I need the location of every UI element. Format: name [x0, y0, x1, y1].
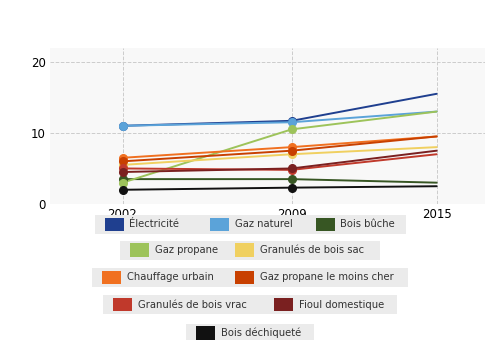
- Text: Gaz propane le moins cher: Gaz propane le moins cher: [260, 272, 394, 283]
- FancyBboxPatch shape: [104, 295, 397, 314]
- FancyBboxPatch shape: [130, 243, 149, 257]
- FancyBboxPatch shape: [92, 268, 408, 287]
- Text: Bois déchiqueté: Bois déchiqueté: [221, 328, 302, 338]
- FancyBboxPatch shape: [236, 271, 254, 284]
- Text: Gaz propane: Gaz propane: [155, 245, 218, 255]
- FancyBboxPatch shape: [102, 271, 122, 284]
- FancyBboxPatch shape: [114, 298, 132, 311]
- Text: Granulés de bois vrac: Granulés de bois vrac: [138, 300, 247, 310]
- FancyBboxPatch shape: [236, 243, 255, 257]
- Text: Bois bûche: Bois bûche: [340, 219, 395, 230]
- FancyBboxPatch shape: [104, 218, 124, 231]
- FancyBboxPatch shape: [316, 218, 334, 231]
- FancyBboxPatch shape: [196, 326, 215, 340]
- Text: Évolution des prix sur 13 ans: Évolution des prix sur 13 ans: [291, 15, 485, 30]
- Text: Fioul domestique: Fioul domestique: [299, 300, 384, 310]
- Text: Chauffage urbain: Chauffage urbain: [127, 272, 214, 283]
- FancyBboxPatch shape: [186, 324, 314, 340]
- FancyBboxPatch shape: [120, 241, 380, 260]
- FancyBboxPatch shape: [274, 298, 293, 311]
- FancyBboxPatch shape: [94, 215, 406, 234]
- Text: Granulés de bois sac: Granulés de bois sac: [260, 245, 364, 255]
- FancyBboxPatch shape: [210, 218, 229, 231]
- Text: Gaz naturel: Gaz naturel: [235, 219, 293, 230]
- Text: Électricité: Électricité: [130, 219, 180, 230]
